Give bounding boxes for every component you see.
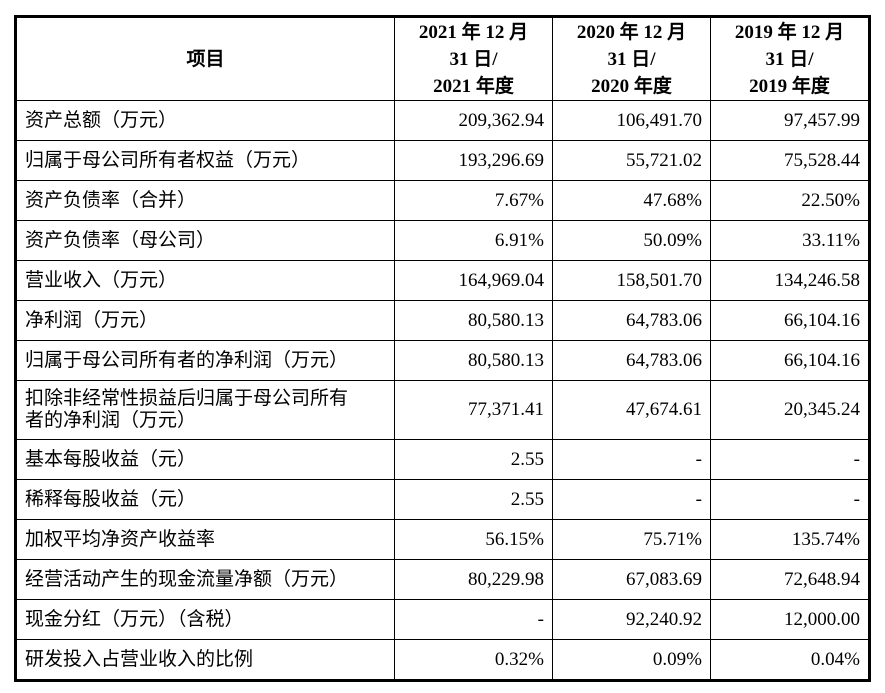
value-2020: 0.09% <box>552 639 711 680</box>
row-label-line2: 者的净利润（万元） <box>25 410 197 431</box>
value-2020: 92,240.92 <box>552 599 711 640</box>
table-row: 资产总额（万元） 209,362.94 106,491.70 97,457.99 <box>16 100 869 141</box>
table-frame: 项目 2021 年 12 月 31 日/ 2021 年度 2020 年 12 月… <box>14 15 871 682</box>
row-label: 资产负债率（母公司） <box>16 220 395 261</box>
table-row: 现金分红（万元）（含税） - 92,240.92 12,000.00 <box>16 599 869 640</box>
header-2021-line1: 2021 年 12 月 <box>418 21 529 43</box>
value-2020: 47.68% <box>552 180 711 221</box>
table-row: 研发投入占营业收入的比例 0.32% 0.09% 0.04% <box>16 639 869 680</box>
value-2020: - <box>552 479 711 520</box>
value-2019: 135.74% <box>710 519 869 560</box>
row-label: 资产总额（万元） <box>16 100 395 141</box>
table-row: 稀释每股收益（元） 2.55 - - <box>16 479 869 520</box>
value-2021: 56.15% <box>394 519 553 560</box>
row-label-line1: 扣除非经常性损益后归属于母公司所有 <box>25 388 349 409</box>
value-2019: 97,457.99 <box>710 100 869 141</box>
value-2021: 80,229.98 <box>394 559 553 600</box>
value-2021: 80,580.13 <box>394 300 553 341</box>
value-2020: 47,674.61 <box>552 380 711 440</box>
financial-indicators-table: 项目 2021 年 12 月 31 日/ 2021 年度 2020 年 12 月… <box>16 17 869 680</box>
table-row: 加权平均净资产收益率 56.15% 75.71% 135.74% <box>16 519 869 560</box>
header-2020-line3: 2020 年度 <box>591 75 672 97</box>
header-2019-line2: 31 日/ <box>765 48 814 70</box>
header-2021: 2021 年 12 月 31 日/ 2021 年度 <box>394 17 553 101</box>
value-2021: 77,371.41 <box>394 380 553 440</box>
value-2019: 33.11% <box>710 220 869 261</box>
value-2021: - <box>394 599 553 640</box>
row-label: 归属于母公司所有者权益（万元） <box>16 140 395 181</box>
row-label: 净利润（万元） <box>16 300 395 341</box>
value-2021: 6.91% <box>394 220 553 261</box>
header-2021-line3: 2021 年度 <box>433 75 514 97</box>
row-label: 稀释每股收益（元） <box>16 479 395 520</box>
value-2020: 64,783.06 <box>552 300 711 341</box>
row-label: 扣除非经常性损益后归属于母公司所有 者的净利润（万元） <box>16 380 395 440</box>
row-label: 归属于母公司所有者的净利润（万元） <box>16 340 395 381</box>
table-row: 营业收入（万元） 164,969.04 158,501.70 134,246.5… <box>16 260 869 301</box>
value-2020: 158,501.70 <box>552 260 711 301</box>
value-2021: 2.55 <box>394 479 553 520</box>
table-row: 净利润（万元） 80,580.13 64,783.06 66,104.16 <box>16 300 869 341</box>
header-2020: 2020 年 12 月 31 日/ 2020 年度 <box>552 17 711 101</box>
value-2021: 164,969.04 <box>394 260 553 301</box>
table-row: 归属于母公司所有者权益（万元） 193,296.69 55,721.02 75,… <box>16 140 869 181</box>
value-2020: 55,721.02 <box>552 140 711 181</box>
value-2019: 20,345.24 <box>710 380 869 440</box>
header-item: 项目 <box>16 17 395 101</box>
value-2019: - <box>710 439 869 480</box>
header-2020-line2: 31 日/ <box>607 48 656 70</box>
table-row: 归属于母公司所有者的净利润（万元） 80,580.13 64,783.06 66… <box>16 340 869 381</box>
table-wrapper: 项目 2021 年 12 月 31 日/ 2021 年度 2020 年 12 月… <box>14 15 871 687</box>
header-row: 项目 2021 年 12 月 31 日/ 2021 年度 2020 年 12 月… <box>16 17 869 101</box>
value-2021: 7.67% <box>394 180 553 221</box>
value-2019: - <box>710 479 869 520</box>
value-2020: 75.71% <box>552 519 711 560</box>
value-2021: 0.32% <box>394 639 553 680</box>
table-row: 扣除非经常性损益后归属于母公司所有 者的净利润（万元） 77,371.41 47… <box>16 380 869 440</box>
value-2020: 67,083.69 <box>552 559 711 600</box>
header-2019: 2019 年 12 月 31 日/ 2019 年度 <box>710 17 869 101</box>
value-2020: 106,491.70 <box>552 100 711 141</box>
row-label: 基本每股收益（元） <box>16 439 395 480</box>
header-2019-line3: 2019 年度 <box>749 75 830 97</box>
header-2019-line1: 2019 年 12 月 <box>734 21 845 43</box>
row-label: 加权平均净资产收益率 <box>16 519 395 560</box>
value-2020: 64,783.06 <box>552 340 711 381</box>
value-2020: 50.09% <box>552 220 711 261</box>
value-2021: 80,580.13 <box>394 340 553 381</box>
table-row: 资产负债率（合并） 7.67% 47.68% 22.50% <box>16 180 869 221</box>
value-2020: - <box>552 439 711 480</box>
value-2019: 75,528.44 <box>710 140 869 181</box>
value-2021: 193,296.69 <box>394 140 553 181</box>
table-row: 经营活动产生的现金流量净额（万元） 80,229.98 67,083.69 72… <box>16 559 869 600</box>
value-2019: 22.50% <box>710 180 869 221</box>
value-2019: 12,000.00 <box>710 599 869 640</box>
value-2019: 0.04% <box>710 639 869 680</box>
row-label: 研发投入占营业收入的比例 <box>16 639 395 680</box>
value-2019: 72,648.94 <box>710 559 869 600</box>
row-label: 营业收入（万元） <box>16 260 395 301</box>
row-label: 经营活动产生的现金流量净额（万元） <box>16 559 395 600</box>
header-2021-line2: 31 日/ <box>449 48 498 70</box>
table-row: 资产负债率（母公司） 6.91% 50.09% 33.11% <box>16 220 869 261</box>
value-2019: 66,104.16 <box>710 300 869 341</box>
header-2020-line1: 2020 年 12 月 <box>576 21 687 43</box>
value-2019: 134,246.58 <box>710 260 869 301</box>
value-2021: 209,362.94 <box>394 100 553 141</box>
value-2019: 66,104.16 <box>710 340 869 381</box>
table-row: 基本每股收益（元） 2.55 - - <box>16 439 869 480</box>
value-2021: 2.55 <box>394 439 553 480</box>
row-label: 资产负债率（合并） <box>16 180 395 221</box>
row-label: 现金分红（万元）（含税） <box>16 599 395 640</box>
